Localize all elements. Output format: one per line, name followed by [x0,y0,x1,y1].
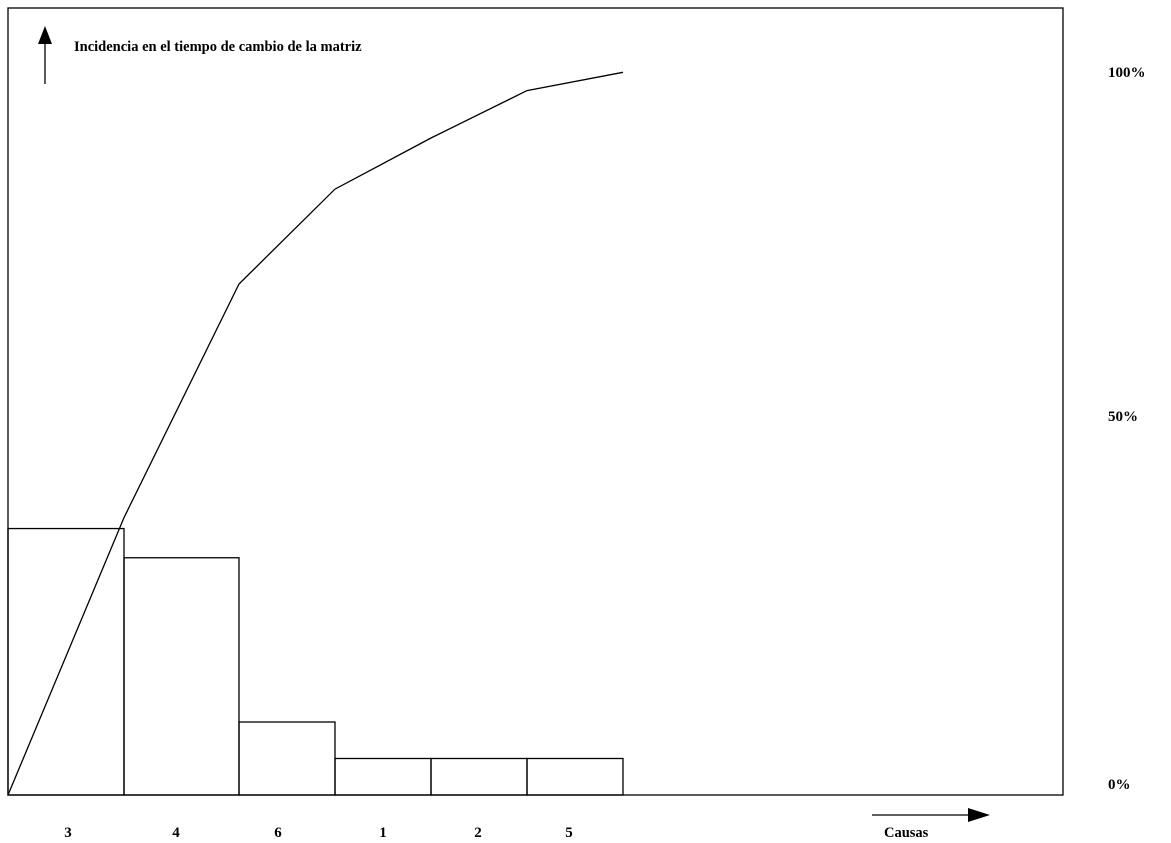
x-tick-labels: 3 4 6 1 2 5 [64,825,573,841]
cumulative-line [7,71,624,796]
arrow-up-icon [38,26,52,84]
x-tick-label: 1 [379,825,387,841]
x-axis-label: Causas [884,825,929,841]
x-tick-label: 4 [172,825,180,841]
x-tick-label: 3 [64,825,72,841]
arrow-right-icon [872,808,990,822]
bars-layer [7,527,624,796]
chart-title: Incidencia en el tiempo de cambio de la … [74,39,362,55]
bar-5 [526,757,624,796]
bar-6 [238,721,336,796]
x-tick-label: 2 [474,825,482,841]
bar-1 [334,757,432,796]
right-axis-tick-labels: 100% 50% 0% [1108,65,1146,793]
plot-frame [7,7,1064,796]
right-axis-tick-label: 0% [1108,777,1131,793]
bar-4 [123,557,240,796]
bar-2 [430,757,528,796]
x-tick-label: 5 [565,825,573,841]
right-axis-tick-label: 50% [1108,409,1138,425]
right-axis-tick-label: 100% [1108,65,1146,81]
x-tick-label: 6 [274,825,282,841]
